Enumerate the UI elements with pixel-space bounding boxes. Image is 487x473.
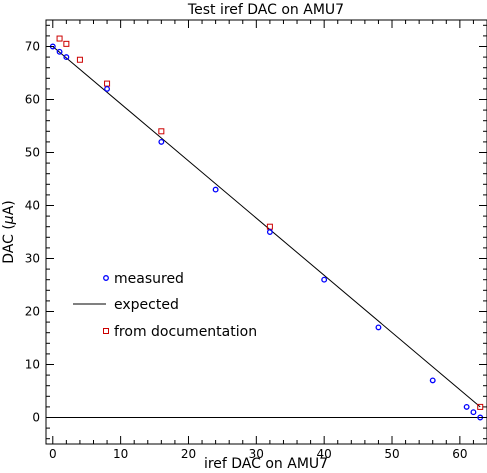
y-axis-label: DAC (μA) (1, 200, 17, 264)
x-tick-label: 10 (113, 447, 128, 461)
measured-point (158, 138, 165, 145)
legend-symbol-documentation (103, 328, 109, 334)
y-axis-label-suffix: A) (1, 200, 17, 215)
documentation-point (76, 56, 83, 63)
measured-point (429, 377, 436, 384)
y-tick-label: 70 (25, 40, 40, 54)
documentation-point (56, 35, 63, 42)
expected-line (52, 46, 481, 408)
y-axis-label-mu: μ (1, 215, 17, 225)
legend-symbol-measured (103, 275, 109, 281)
x-tick-label: 40 (317, 447, 332, 461)
y-axis-label-prefix: DAC ( (1, 224, 17, 264)
x-tick-label: 20 (181, 447, 196, 461)
x-tick-label: 50 (384, 447, 399, 461)
legend-label: measured (114, 271, 184, 287)
y-tick-label: 60 (25, 93, 40, 107)
y-tick-label: 20 (25, 305, 40, 319)
axis-ticks: 0 10 20 30 40 50 60 0 10 20 30 40 50 60 70 (25, 20, 487, 461)
plot-area (46, 35, 487, 421)
x-tick-label: 0 (49, 447, 57, 461)
measured-point (266, 229, 273, 235)
measured-point (321, 276, 328, 283)
x-tick-label: 30 (249, 447, 264, 461)
measured-point (63, 54, 70, 61)
y-tick-label: 30 (25, 252, 40, 266)
legend-label: expected (114, 297, 179, 313)
y-tick-label: 10 (25, 358, 40, 372)
measured-point (104, 85, 111, 92)
measured-point (375, 324, 382, 331)
plot-frame (45, 19, 487, 445)
measured-point (56, 48, 63, 55)
documentation-point (158, 128, 165, 135)
y-tick-label: 40 (25, 199, 40, 213)
x-axis-label: iref DAC on AMU7 (204, 456, 328, 472)
measured-point (470, 409, 477, 416)
legend: measured expected from documentation (73, 271, 257, 340)
documentation-point (104, 80, 111, 87)
y-tick-label: 50 (25, 146, 40, 160)
documentation-point (63, 40, 70, 47)
measured-point (212, 186, 219, 193)
documentation-point (477, 403, 484, 410)
measured-point (463, 403, 470, 410)
legend-label: from documentation (114, 324, 257, 340)
chart-title: Test iref DAC on AMU7 (187, 2, 344, 18)
y-tick-label: 0 (32, 411, 40, 425)
x-tick-label: 60 (452, 447, 467, 461)
